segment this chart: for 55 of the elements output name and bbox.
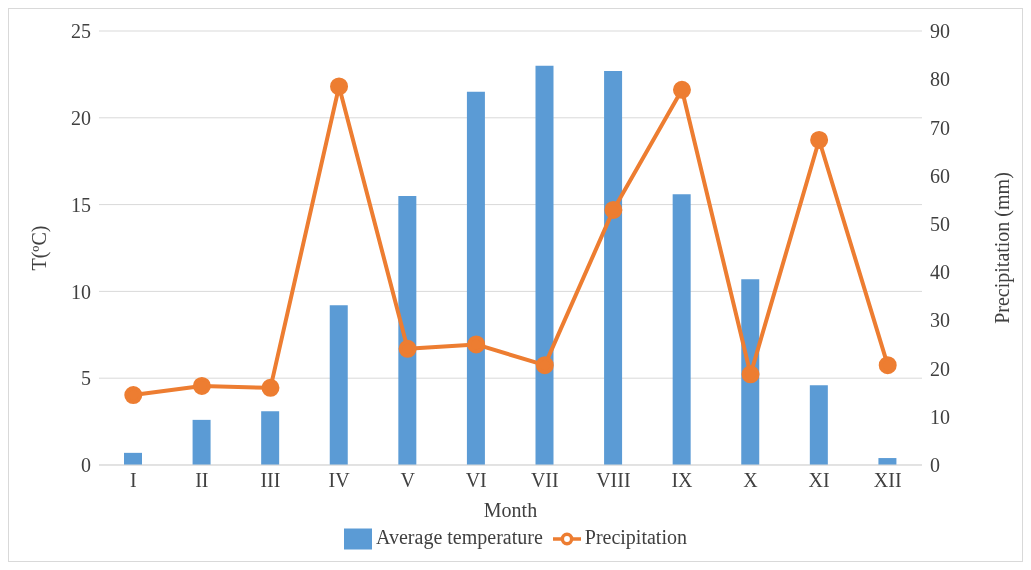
x-tick-label: VI xyxy=(465,469,487,492)
x-tick-label: XII xyxy=(873,469,902,492)
point xyxy=(741,365,760,384)
point xyxy=(810,130,829,149)
legend-label: Precipitation xyxy=(584,525,687,548)
bar xyxy=(124,452,142,465)
y2-tick-label: 10 xyxy=(930,405,950,428)
y2-tick-label: 0 xyxy=(930,454,940,477)
y2-tick-label: 90 xyxy=(930,20,950,43)
bar xyxy=(192,419,211,465)
y2-tick-label: 60 xyxy=(930,164,950,187)
x-tick-label: IX xyxy=(671,469,694,492)
y2-tick-label: 50 xyxy=(930,212,950,235)
legend-label: Average temperature xyxy=(376,525,543,548)
y2-tick-label: 70 xyxy=(930,116,950,139)
x-tick-label: I xyxy=(129,469,137,492)
bar xyxy=(535,65,554,465)
x-tick-label: X xyxy=(743,469,759,492)
point xyxy=(192,376,211,395)
y-tick-label: 0 xyxy=(81,454,91,477)
bar xyxy=(466,91,485,465)
point xyxy=(261,378,280,397)
point xyxy=(604,200,623,219)
x-tick-label: XI xyxy=(808,469,830,492)
x-axis-title: Month xyxy=(483,499,538,521)
point xyxy=(330,77,349,96)
y2-tick-label: 40 xyxy=(930,261,950,284)
y-tick-label: 10 xyxy=(71,280,91,303)
point xyxy=(398,339,417,358)
x-tick-label: VII xyxy=(530,469,559,492)
bar xyxy=(398,195,417,465)
y-tick-label: 5 xyxy=(81,367,91,390)
y-tick-label: 15 xyxy=(71,193,91,216)
x-tick-label: VIII xyxy=(596,469,631,492)
y2-tick-label: 20 xyxy=(930,357,950,380)
bar xyxy=(809,385,828,465)
x-tick-label: IV xyxy=(328,469,351,492)
y2-tick-label: 30 xyxy=(930,309,950,332)
x-tick-label: II xyxy=(195,469,209,492)
bar xyxy=(672,194,691,465)
bar xyxy=(604,70,623,465)
y-tick-label: 20 xyxy=(71,106,91,129)
x-tick-label: III xyxy=(260,469,281,492)
y-axis-title: T(ºC) xyxy=(28,225,52,271)
bar xyxy=(329,305,348,465)
y2-tick-label: 80 xyxy=(930,68,950,91)
x-tick-label: V xyxy=(400,469,416,492)
point xyxy=(878,356,897,375)
bar xyxy=(261,411,280,465)
y-tick-label: 25 xyxy=(71,20,91,43)
point xyxy=(124,386,143,405)
point xyxy=(535,356,554,375)
point xyxy=(467,335,486,354)
point xyxy=(672,80,691,99)
y2-axis-title: Precipitation (mm) xyxy=(991,172,1015,324)
